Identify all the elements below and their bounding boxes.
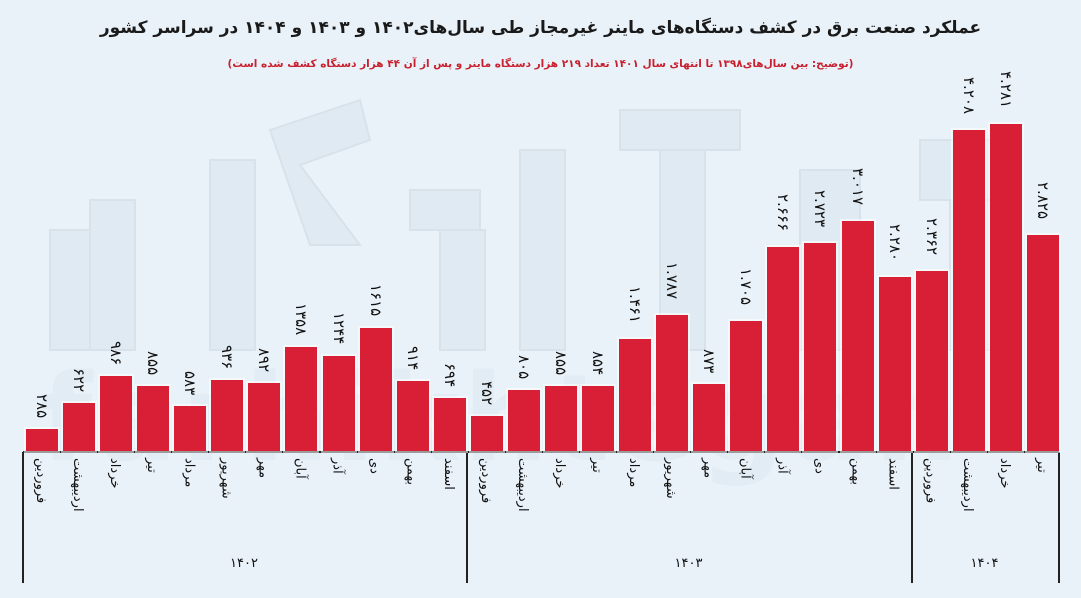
bar-value-label: ۱.۷۸۷ [663, 262, 682, 299]
month-label: بهمن [848, 458, 864, 486]
bar [433, 398, 466, 451]
bar [396, 381, 429, 451]
bar-value-label: ۲.۸۲۵ [1033, 182, 1052, 219]
bar [174, 406, 207, 451]
bar-value-label: ۹۸۶ [107, 341, 126, 366]
bar [582, 386, 615, 451]
bar-value-label: ۳.۰۱۷ [848, 168, 867, 205]
bar [693, 384, 726, 451]
bar-value-label: ۱۳۵۸ [292, 303, 311, 336]
bar [730, 321, 763, 451]
bar [211, 380, 244, 451]
bar [248, 383, 281, 451]
axis-divider-1402-1403 [466, 452, 468, 583]
month-label: مرداد [626, 458, 642, 488]
year-label: ۱۴۰۴ [970, 556, 999, 571]
year-label: ۱۴۰۳ [674, 556, 703, 571]
month-label: خرداد [551, 458, 567, 489]
axis-divider-1403-1404 [911, 452, 913, 583]
month-label: اردیبهشت [514, 458, 530, 512]
axis-divider-left [22, 452, 24, 583]
bar [989, 124, 1022, 451]
month-label: آبان [292, 458, 308, 479]
bar [878, 277, 911, 451]
chart-title: عملکرد صنعت برق در کشف دستگاه‌های ماینر … [99, 18, 982, 38]
bar-value-label: ۱.۴۶۱ [626, 286, 645, 323]
month-label: فروردین [477, 458, 493, 504]
bar-value-label: ۲.۷۲۳ [811, 190, 830, 227]
bar [359, 328, 392, 451]
axis-divider-right [1058, 452, 1060, 583]
month-label: فروردین [922, 458, 938, 504]
bar-value-label: ۵۸۳ [181, 371, 200, 396]
bar-value-label: ۱۲۴۴ [329, 312, 348, 345]
bar-value-label: ۱.۷۰۵ [737, 268, 756, 305]
chart-subtitle: (توضیح: بین سال‌های۱۳۹۸ تا انتهای سال ۱۴… [227, 58, 854, 70]
month-label: خرداد [996, 458, 1012, 489]
bar-value-label: ۲.۶۶۶ [774, 194, 793, 231]
month-label: مرداد [181, 458, 197, 488]
bar [470, 416, 503, 451]
bar [322, 356, 355, 451]
month-label: خرداد [107, 458, 123, 489]
month-label: شهریور [218, 458, 234, 499]
month-label: اسفند [885, 458, 901, 490]
bar [656, 315, 689, 451]
bar [1026, 235, 1059, 451]
bar-value-label: ۹۱۴ [403, 346, 422, 371]
bar [285, 347, 318, 451]
x-axis-line [23, 451, 1059, 453]
bar [63, 403, 96, 451]
month-label: تیر [144, 458, 160, 473]
month-label: تیر [589, 458, 605, 473]
month-label: اسفند [440, 458, 456, 490]
bar [26, 429, 58, 451]
bar [952, 130, 985, 451]
bar [915, 271, 948, 451]
month-label: فروردین [33, 458, 48, 504]
bar [619, 339, 652, 451]
month-label: مهر [700, 458, 716, 479]
year-label: ۱۴۰۲ [230, 556, 258, 571]
bar [507, 390, 540, 451]
bar-value-label: ۲.۲۸۰ [885, 224, 904, 261]
bar-value-label: ۲.۳۶۲ [922, 218, 941, 255]
month-label: مهر [255, 458, 271, 479]
bar-value-label: ۶۲۲ [70, 368, 89, 393]
bar-value-label: ۸۷۳ [700, 349, 719, 374]
month-label: شهریور [663, 458, 679, 499]
bar [841, 221, 874, 451]
bar-value-label: ۸۰۵ [514, 355, 533, 380]
month-label: بهمن [403, 458, 419, 486]
bar [100, 376, 133, 451]
month-label: آذر [774, 458, 790, 474]
bar-value-label: ۹۳۶ [218, 345, 237, 370]
month-label: اردیبهشت [959, 458, 975, 512]
bar-value-label: ۸۵۵ [144, 351, 163, 376]
month-label: آذر [329, 458, 345, 474]
month-label: دی [811, 458, 827, 474]
bar-value-label: ۱۶۱۵ [366, 284, 385, 317]
bar [544, 386, 577, 451]
month-label: اردیبهشت [70, 458, 86, 512]
bar-value-label: ۴۵۲ [477, 381, 496, 406]
bar-value-label: ۴.۲۰۸ [959, 77, 978, 114]
bar-value-label: ۴.۲۸۱ [996, 71, 1015, 108]
bar-value-label: ۶۹۴ [440, 363, 459, 388]
bar [804, 243, 837, 451]
bar-value-label: ۲۸۵ [33, 394, 51, 419]
bar [767, 247, 800, 451]
bar-value-label: ۸۵۵ [551, 351, 570, 376]
month-label: دی [366, 458, 382, 474]
bar-value-label: ۸۵۴ [589, 351, 608, 376]
month-label: تیر [1033, 458, 1049, 473]
month-label: آبان [737, 458, 753, 479]
bar [137, 386, 170, 451]
bar-value-label: ۸۹۲ [255, 348, 274, 373]
